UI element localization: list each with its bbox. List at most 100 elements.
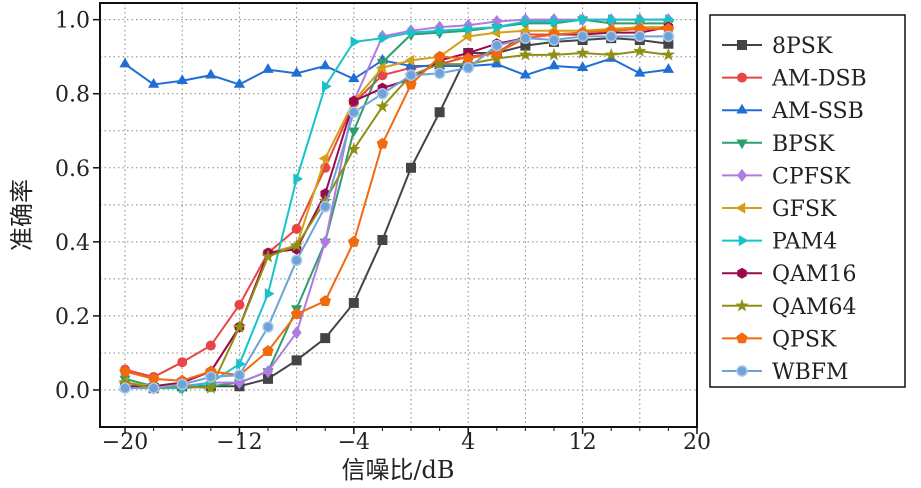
data-point [118,375,132,389]
data-point [464,23,475,35]
data-point [264,288,275,300]
legend-label: AM-DSB [771,67,867,92]
data-point [634,30,646,43]
data-point [376,58,389,69]
data-point [349,95,359,107]
data-point [547,47,561,61]
y-tick-label: 0.6 [55,157,90,182]
legend-label: QPSK [772,327,837,352]
legend-marker [735,202,746,214]
legend-label: 8PSK [772,34,833,59]
data-point [636,14,647,26]
x-tick-label: −4 [338,430,370,455]
data-point [205,371,217,383]
y-tick-label: 0.4 [55,231,90,256]
x-tick-label: 4 [461,430,475,455]
data-point [605,30,617,43]
data-point [290,66,303,77]
data-point [519,32,532,44]
data-point [375,99,390,113]
data-point [406,162,417,173]
data-point [261,249,275,263]
y-tick-label: 0.2 [55,305,90,330]
legend-item: BPSK [722,132,835,157]
series-layer [118,13,676,395]
data-point [348,297,359,308]
legend-label: AM-SSB [771,99,864,124]
data-point [263,364,274,378]
data-point [375,62,386,74]
data-point [579,14,590,26]
data-point [634,22,646,34]
data-point [491,39,503,52]
data-point [262,321,274,333]
data-point [205,68,217,79]
data-point [319,200,331,213]
data-point [405,78,417,90]
data-point [434,107,445,118]
legend-item: 8PSK [722,34,833,59]
legend-marker [736,365,748,377]
data-point [290,254,303,267]
data-point [575,45,590,59]
data-point [604,47,618,61]
data-point [348,235,360,247]
y-tick-label: 1.0 [55,9,90,34]
data-point [236,358,246,370]
legend-marker [737,267,747,279]
data-point [232,320,247,333]
legend-label: QAM64 [772,295,856,320]
series-line-gfsk [124,26,669,388]
data-point [291,223,302,234]
data-point [321,80,332,92]
data-point [607,14,618,26]
data-point [518,47,533,61]
legend-item: PAM4 [722,230,837,255]
data-point [318,152,329,165]
data-point [147,372,160,384]
legend-marker [735,298,749,312]
legend-label: GFSK [772,197,837,222]
data-point [291,326,302,340]
series-am-ssb [119,52,675,88]
x-tick-label: 12 [569,430,597,455]
data-point [291,355,302,366]
data-point [433,67,446,80]
data-point [548,34,560,46]
data-point [519,68,532,79]
data-point [319,59,331,70]
data-point [405,59,417,70]
legend-label: BPSK [772,132,835,157]
data-point [520,40,531,51]
legend-item: GFSK [722,197,837,222]
data-point [350,36,361,48]
data-point [662,63,675,73]
legend-marker [736,332,748,344]
data-point [147,77,160,88]
legend-item: QPSK [722,327,837,352]
data-point [548,59,560,70]
data-point [320,235,331,249]
legend-marker [737,40,747,50]
data-point [348,127,360,138]
data-point [262,345,274,356]
data-point [119,382,131,394]
legend-marker [738,234,749,247]
data-point [263,373,274,384]
x-tick-label: 20 [683,430,711,455]
legend-item: QAM16 [722,262,856,287]
data-point [177,357,188,368]
data-point [576,61,589,72]
data-point [176,74,188,85]
axis-ticks: −20 −12 −4 4 12 20 0.0 0.2 0.4 0.6 0.8 1.0 [55,9,711,455]
data-point [432,57,447,70]
data-point [436,25,447,37]
x-axis-label: 信噪比/dB [341,456,454,484]
data-point [663,38,674,49]
data-point [347,142,361,155]
series-wbfm [119,30,675,394]
legend-marker [737,168,747,182]
data-point [634,66,646,77]
legend-label: PAM4 [772,230,837,255]
